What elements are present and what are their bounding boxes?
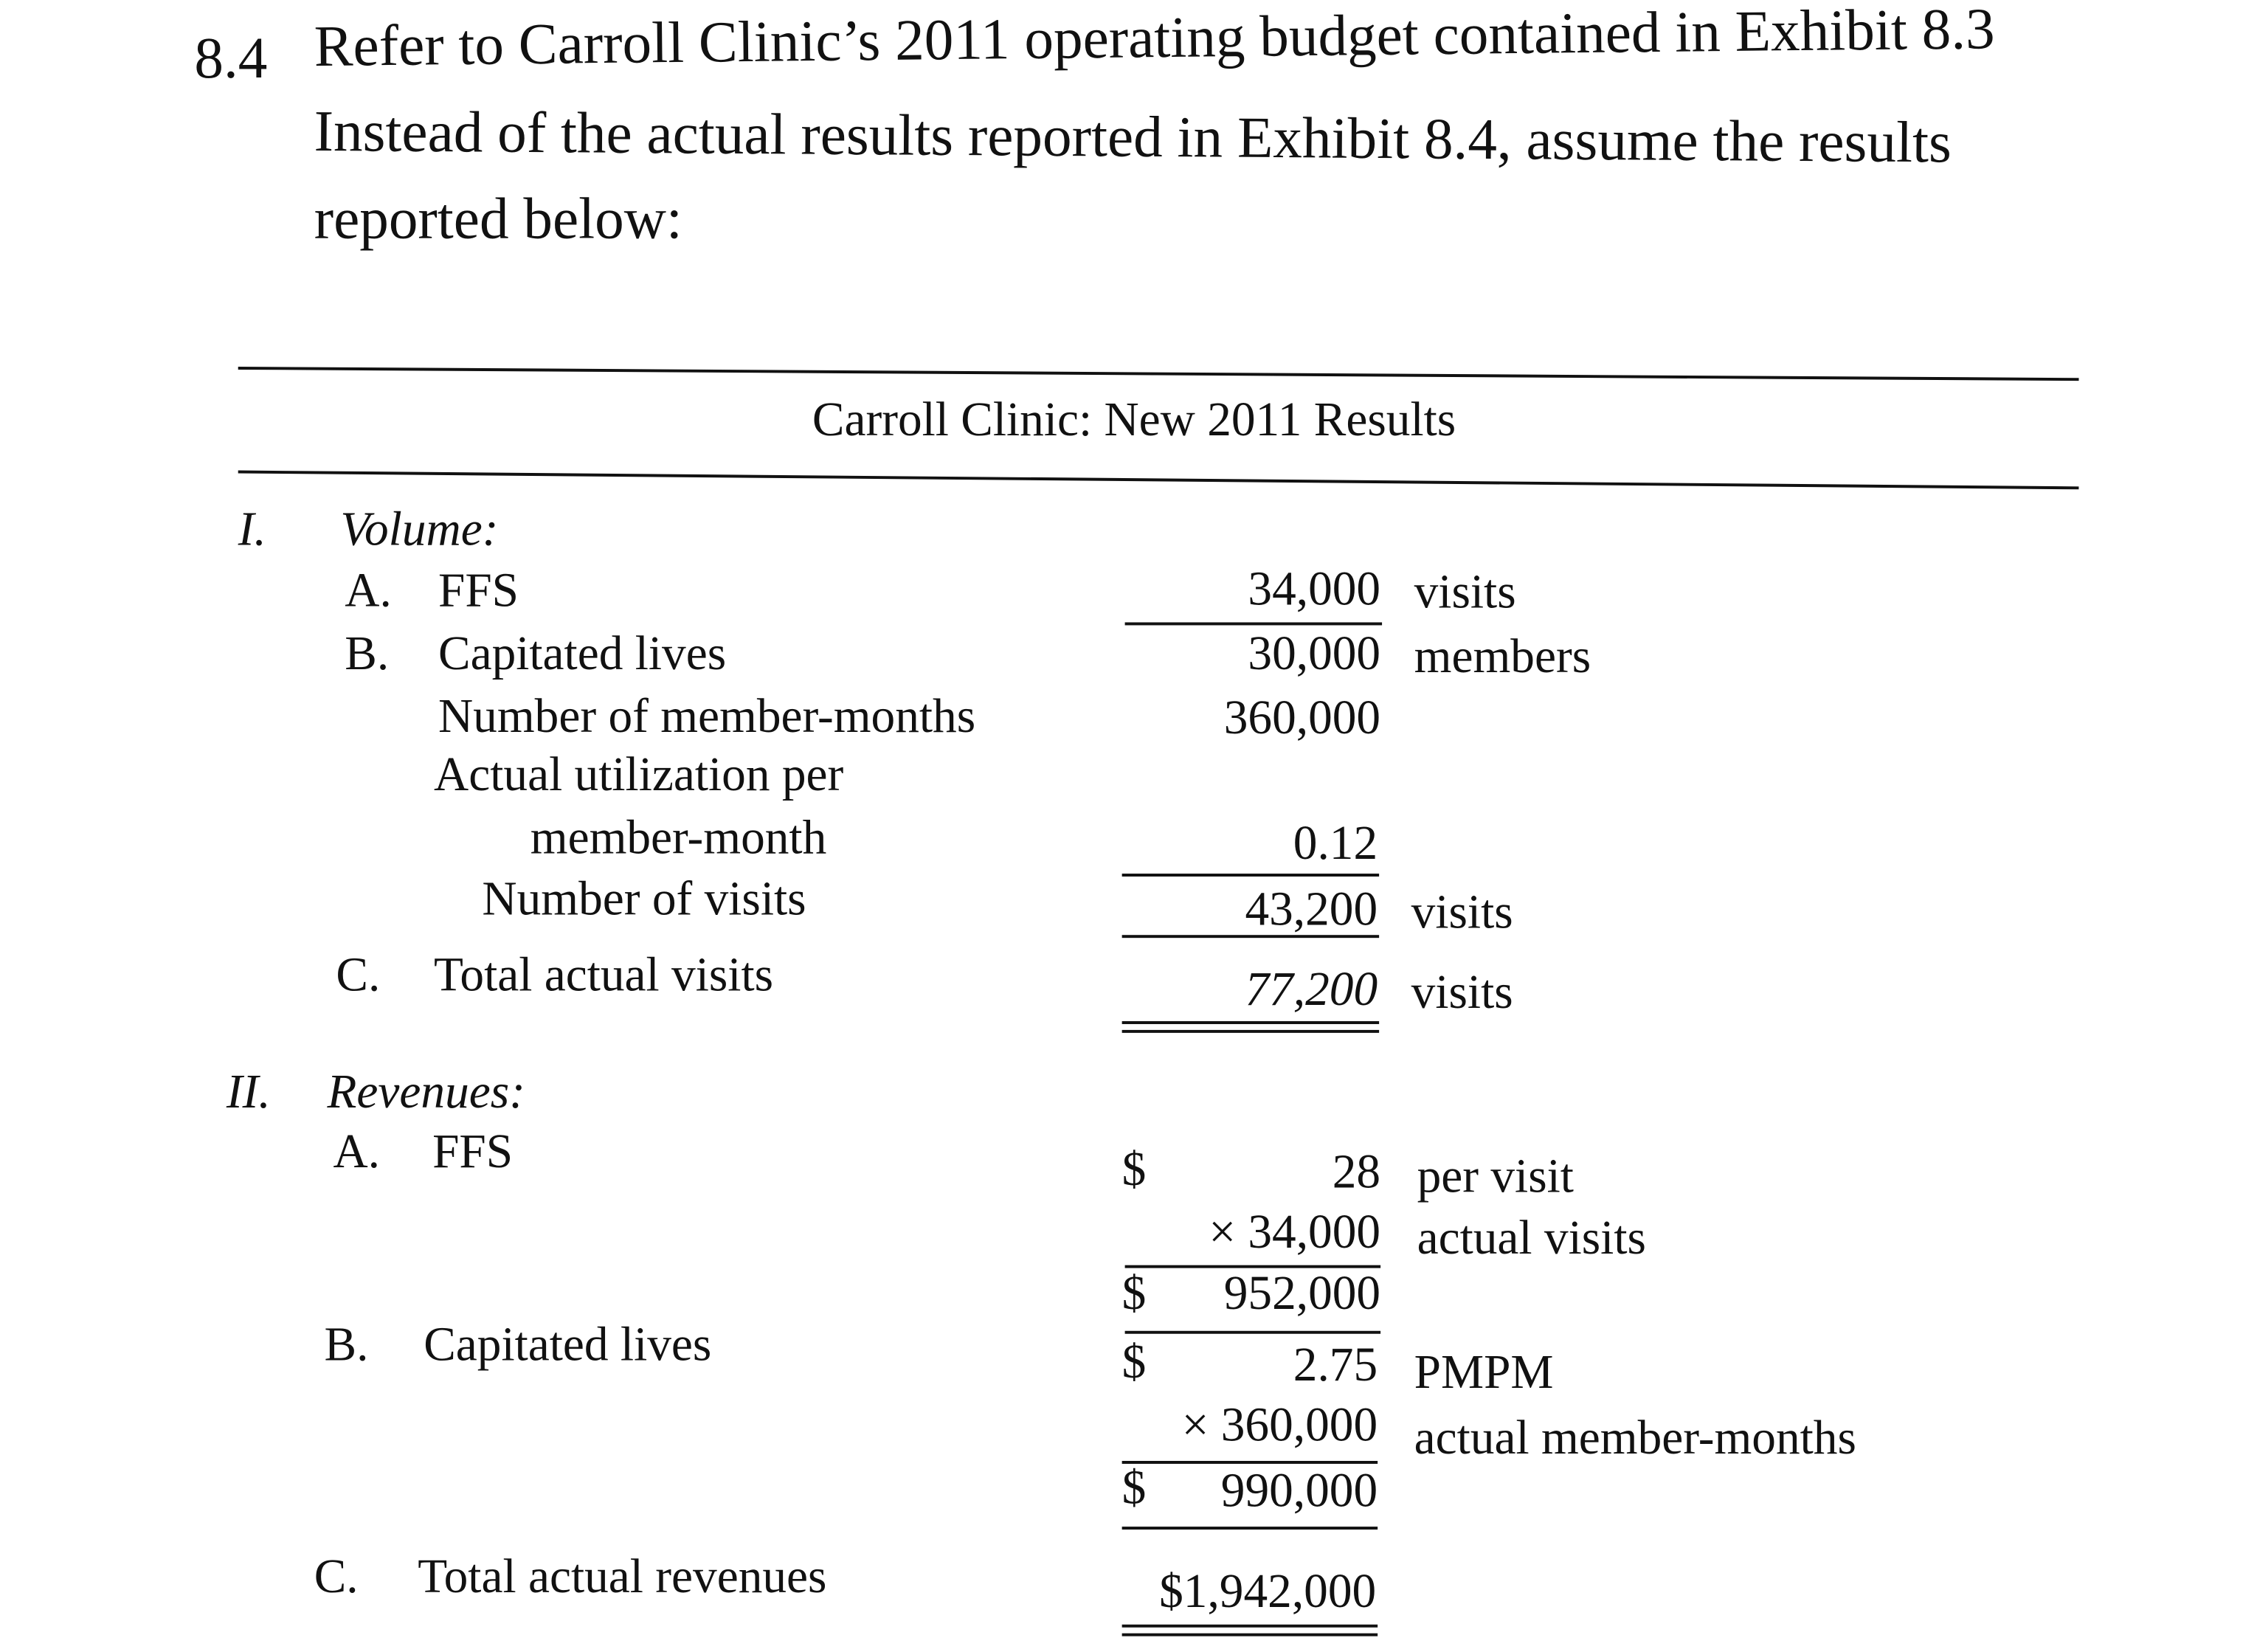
value: 0.12 bbox=[1293, 818, 1378, 871]
item-label: Number of member-months bbox=[438, 691, 976, 744]
problem-text-line3: reported below: bbox=[314, 185, 682, 252]
value: 34,000 bbox=[1248, 564, 1381, 617]
value: 77,200 bbox=[1245, 964, 1378, 1017]
dollar-sign: $ bbox=[1121, 1268, 1147, 1321]
value: 360,000 bbox=[1223, 692, 1381, 745]
table-title: Carroll Clinic: New 2011 Results bbox=[812, 394, 1456, 447]
underline bbox=[1121, 1527, 1378, 1530]
item-letter: B. bbox=[324, 1319, 369, 1372]
item-label: Total actual revenues bbox=[418, 1551, 827, 1605]
item-label: Capitated lives bbox=[438, 628, 727, 681]
item-label: Number of visits bbox=[482, 874, 806, 927]
problem-number: 8.4 bbox=[194, 24, 268, 91]
unit: visits bbox=[1414, 567, 1516, 620]
value: 28 bbox=[1332, 1147, 1381, 1200]
item-label: Actual utilization per bbox=[434, 749, 844, 803]
section-heading: Volume: bbox=[340, 504, 499, 557]
value: 990,000 bbox=[1220, 1465, 1378, 1518]
item-label: FFS bbox=[438, 565, 519, 618]
underline bbox=[1124, 1330, 1381, 1334]
value: 2.75 bbox=[1293, 1339, 1378, 1392]
underline bbox=[1121, 935, 1380, 939]
unit: per visit bbox=[1417, 1151, 1574, 1204]
section-roman: II. bbox=[226, 1066, 271, 1119]
value: 30,000 bbox=[1248, 628, 1381, 681]
item-label: member-month bbox=[530, 812, 827, 865]
double-underline bbox=[1121, 1021, 1380, 1024]
unit: members bbox=[1414, 631, 1591, 684]
item-label: Capitated lives bbox=[424, 1319, 712, 1372]
top-rule bbox=[238, 366, 2079, 381]
item-letter: B. bbox=[345, 628, 390, 681]
title-rule bbox=[238, 470, 2079, 490]
value: × 34,000 bbox=[1209, 1206, 1381, 1259]
dollar-sign: $ bbox=[1121, 1144, 1147, 1197]
item-label: Total actual visits bbox=[434, 950, 774, 1003]
total-revenue: $1,942,000 bbox=[1159, 1566, 1377, 1619]
value: 43,200 bbox=[1245, 883, 1378, 937]
double-underline bbox=[1121, 1633, 1378, 1637]
double-underline bbox=[1121, 1029, 1380, 1033]
problem-text-line1: Refer to Carroll Clinic’s 2011 operating… bbox=[314, 0, 1996, 79]
unit: actual visits bbox=[1417, 1212, 1646, 1265]
item-letter: C. bbox=[336, 950, 381, 1003]
unit: visits bbox=[1411, 886, 1513, 940]
unit: actual member-months bbox=[1414, 1412, 1856, 1465]
section-heading: Revenues: bbox=[327, 1066, 525, 1119]
underline bbox=[1124, 1265, 1381, 1268]
value: × 360,000 bbox=[1181, 1399, 1378, 1453]
value: 952,000 bbox=[1223, 1268, 1381, 1321]
item-letter: A. bbox=[333, 1126, 380, 1179]
unit: PMPM bbox=[1414, 1347, 1554, 1400]
dollar-sign: $ bbox=[1121, 1462, 1147, 1516]
item-label: FFS bbox=[432, 1126, 514, 1179]
underline bbox=[1121, 1461, 1378, 1464]
underline bbox=[1121, 874, 1380, 877]
underline bbox=[1124, 622, 1383, 626]
dollar-sign: $ bbox=[1121, 1336, 1147, 1389]
item-letter: C. bbox=[314, 1551, 359, 1605]
double-underline bbox=[1121, 1624, 1378, 1628]
section-roman: I. bbox=[238, 504, 266, 557]
item-letter: A. bbox=[345, 565, 392, 618]
unit: visits bbox=[1411, 967, 1513, 1020]
problem-text-line2: Instead of the actual results reported i… bbox=[314, 97, 1952, 176]
